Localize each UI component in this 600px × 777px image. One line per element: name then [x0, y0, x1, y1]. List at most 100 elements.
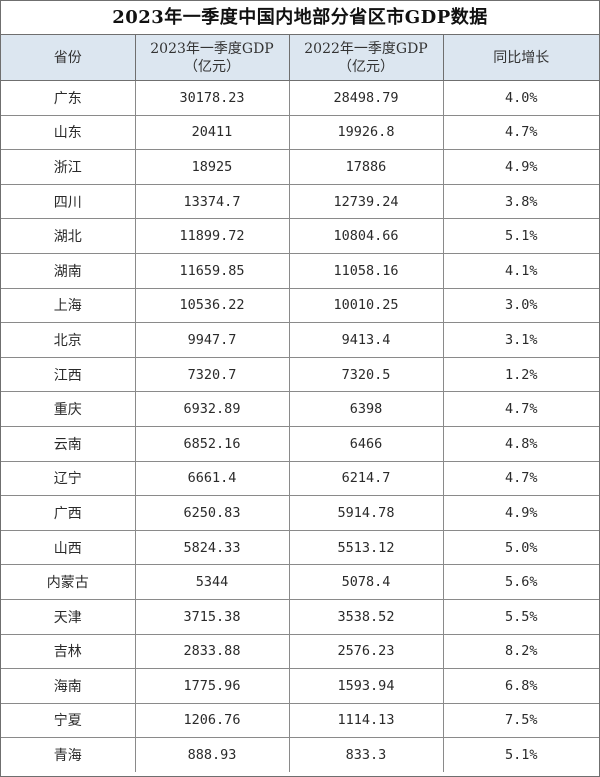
cell-province: 广东: [1, 80, 136, 116]
cell-province: 内蒙古: [1, 564, 136, 600]
cell-gdp-2022: 5914.78: [288, 495, 444, 531]
header-gdp-2023: 2023年一季度GDP （亿元）: [134, 35, 290, 81]
cell-gdp-2022: 6466: [288, 425, 444, 462]
table-row: 上海 10536.22 10010.25 3.0%: [1, 287, 599, 324]
cell-growth: 4.9%: [442, 495, 599, 531]
cell-gdp-2022: 28498.79: [288, 80, 444, 116]
cell-growth: 4.7%: [442, 114, 599, 151]
cell-growth: 4.7%: [442, 460, 599, 497]
cell-growth: 5.0%: [442, 529, 599, 566]
table-row: 云南 6852.16 6466 4.8%: [1, 425, 599, 462]
cell-growth: 5.6%: [442, 564, 599, 600]
cell-growth: 4.0%: [442, 80, 599, 116]
header-gdp-2022-line1: 2022年一季度GDP: [304, 40, 428, 57]
cell-gdp-2022: 2576.23: [288, 633, 444, 670]
table-row: 江西 7320.7 7320.5 1.2%: [1, 356, 599, 393]
cell-province: 辽宁: [1, 460, 136, 497]
table-title: 2023年一季度中国内地部分省区市GDP数据: [1, 1, 599, 35]
cell-gdp-2022: 19926.8: [288, 114, 444, 151]
cell-gdp-2022: 7320.5: [288, 356, 444, 393]
table-row: 湖南 11659.85 11058.16 4.1%: [1, 252, 599, 289]
cell-gdp-2023: 20411: [134, 114, 290, 151]
cell-gdp-2023: 3715.38: [134, 598, 290, 635]
cell-gdp-2023: 9947.7: [134, 322, 290, 358]
cell-province: 云南: [1, 425, 136, 462]
cell-growth: 5.1%: [442, 737, 599, 772]
cell-growth: 1.2%: [442, 356, 599, 393]
cell-gdp-2023: 1775.96: [134, 668, 290, 704]
table-row: 山东 20411 19926.8 4.7%: [1, 114, 599, 151]
cell-gdp-2023: 6932.89: [134, 391, 290, 427]
cell-province: 浙江: [1, 149, 136, 185]
cell-province: 江西: [1, 356, 136, 393]
cell-province: 重庆: [1, 391, 136, 427]
cell-gdp-2022: 6214.7: [288, 460, 444, 497]
cell-province: 湖北: [1, 218, 136, 254]
cell-gdp-2022: 5078.4: [288, 564, 444, 600]
cell-gdp-2023: 5824.33: [134, 529, 290, 566]
cell-gdp-2023: 30178.23: [134, 80, 290, 116]
cell-growth: 4.7%: [442, 391, 599, 427]
table-row: 内蒙古 5344 5078.4 5.6%: [1, 564, 599, 600]
table-row: 浙江 18925 17886 4.9%: [1, 149, 599, 185]
cell-gdp-2023: 18925: [134, 149, 290, 185]
cell-gdp-2022: 6398: [288, 391, 444, 427]
cell-gdp-2023: 11659.85: [134, 252, 290, 289]
cell-growth: 5.1%: [442, 218, 599, 254]
table-row: 北京 9947.7 9413.4 3.1%: [1, 322, 599, 358]
table-row: 山西 5824.33 5513.12 5.0%: [1, 529, 599, 566]
table-row: 广东 30178.23 28498.79 4.0%: [1, 80, 599, 116]
header-gdp-2022-line2: （亿元）: [338, 58, 394, 75]
table-row: 天津 3715.38 3538.52 5.5%: [1, 598, 599, 635]
header-row: 省份 2023年一季度GDP （亿元） 2022年一季度GDP （亿元） 同比增…: [1, 35, 599, 81]
cell-gdp-2023: 2833.88: [134, 633, 290, 670]
cell-province: 吉林: [1, 633, 136, 670]
cell-province: 北京: [1, 322, 136, 358]
cell-growth: 4.8%: [442, 425, 599, 462]
cell-gdp-2023: 6852.16: [134, 425, 290, 462]
cell-province: 天津: [1, 598, 136, 635]
cell-gdp-2022: 833.3: [288, 737, 444, 772]
table-row: 四川 13374.7 12739.24 3.8%: [1, 183, 599, 220]
table-row: 辽宁 6661.4 6214.7 4.7%: [1, 460, 599, 497]
cell-gdp-2022: 5513.12: [288, 529, 444, 566]
cell-gdp-2023: 5344: [134, 564, 290, 600]
cell-gdp-2023: 7320.7: [134, 356, 290, 393]
header-gdp-2023-line2: （亿元）: [184, 58, 240, 75]
cell-province: 山西: [1, 529, 136, 566]
cell-gdp-2022: 1593.94: [288, 668, 444, 704]
cell-province: 宁夏: [1, 702, 136, 739]
cell-growth: 5.5%: [442, 598, 599, 635]
cell-gdp-2023: 10536.22: [134, 287, 290, 324]
cell-growth: 4.9%: [442, 149, 599, 185]
cell-province: 青海: [1, 737, 136, 772]
cell-province: 上海: [1, 287, 136, 324]
table-row: 海南 1775.96 1593.94 6.8%: [1, 668, 599, 704]
cell-growth: 8.2%: [442, 633, 599, 670]
cell-gdp-2022: 11058.16: [288, 252, 444, 289]
cell-gdp-2023: 11899.72: [134, 218, 290, 254]
cell-gdp-2022: 3538.52: [288, 598, 444, 635]
table-row: 吉林 2833.88 2576.23 8.2%: [1, 633, 599, 670]
cell-growth: 4.1%: [442, 252, 599, 289]
cell-gdp-2022: 10804.66: [288, 218, 444, 254]
cell-gdp-2023: 1206.76: [134, 702, 290, 739]
cell-gdp-2023: 13374.7: [134, 183, 290, 220]
table-row: 宁夏 1206.76 1114.13 7.5%: [1, 702, 599, 739]
cell-growth: 6.8%: [442, 668, 599, 704]
cell-gdp-2022: 17886: [288, 149, 444, 185]
cell-gdp-2023: 6250.83: [134, 495, 290, 531]
cell-province: 广西: [1, 495, 136, 531]
cell-province: 海南: [1, 668, 136, 704]
cell-province: 湖南: [1, 252, 136, 289]
header-gdp-2022: 2022年一季度GDP （亿元）: [288, 35, 444, 81]
table-header: 省份 2023年一季度GDP （亿元） 2022年一季度GDP （亿元） 同比增…: [1, 35, 599, 81]
cell-gdp-2022: 9413.4: [288, 322, 444, 358]
table-row: 青海 888.93 833.3 5.1%: [1, 737, 599, 772]
cell-gdp-2023: 6661.4: [134, 460, 290, 497]
cell-gdp-2022: 12739.24: [288, 183, 444, 220]
cell-province: 四川: [1, 183, 136, 220]
cell-growth: 3.0%: [442, 287, 599, 324]
cell-growth: 3.8%: [442, 183, 599, 220]
